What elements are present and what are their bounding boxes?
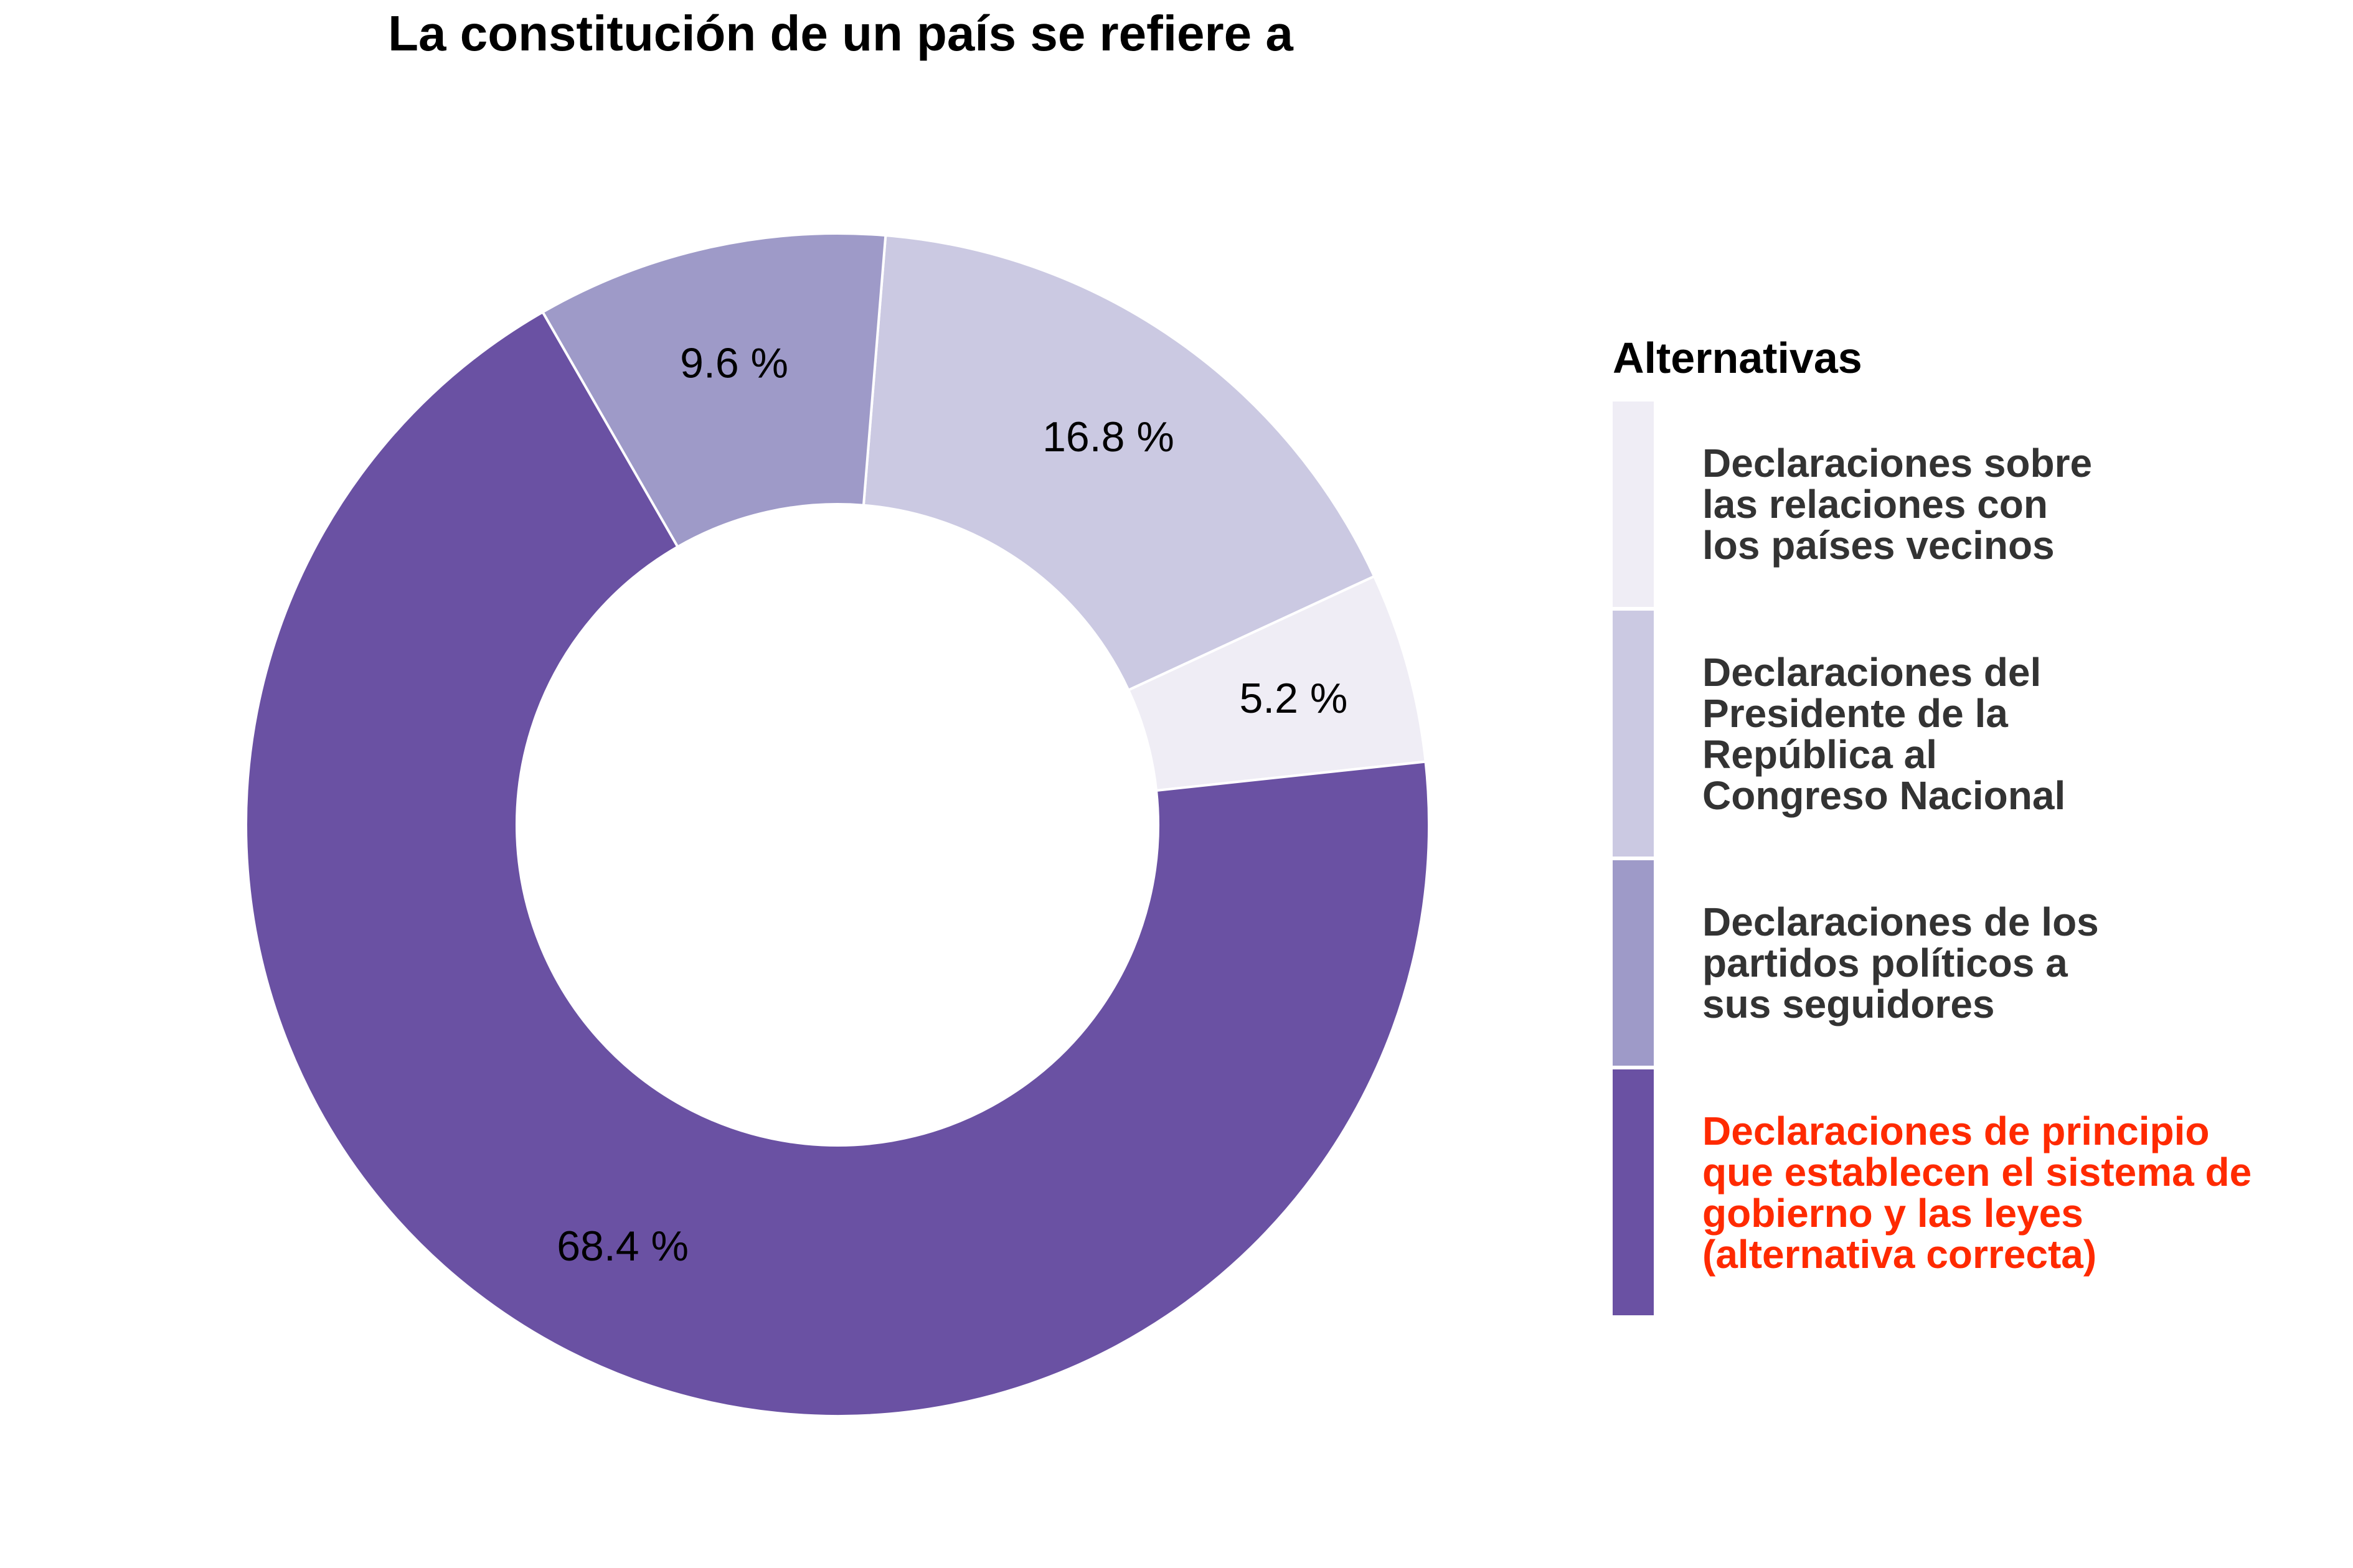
legend-item-4: Declaraciones de principio que establece… (1613, 1069, 2347, 1315)
legend-label-1: Declaraciones sobre las relaciones con l… (1702, 443, 2092, 566)
legend-item-2: Declaraciones del Presidente de la Repúb… (1613, 611, 2347, 857)
legend-swatch-4 (1613, 1069, 1654, 1315)
legend-label-2: Declaraciones del Presidente de la Repúb… (1702, 652, 2065, 816)
legend-title: Alternativas (1613, 333, 2347, 383)
legend-item-3: Declaraciones de los partidos políticos … (1613, 860, 2347, 1066)
legend-swatch-2 (1613, 611, 1654, 857)
slice-value-label-2: 16.8 % (1042, 413, 1174, 461)
legend-item-1: Declaraciones sobre las relaciones con l… (1613, 401, 2347, 607)
donut-chart: 5.2 % 16.8 % 9.6 % 68.4 % (0, 0, 1681, 1568)
slice-value-label-3: 9.6 % (680, 339, 788, 387)
slice-value-label-1: 5.2 % (1239, 675, 1347, 722)
legend-label-3: Declaraciones de los partidos políticos … (1702, 901, 2099, 1025)
legend: Alternativas Declaraciones sobre las rel… (1613, 333, 2347, 1319)
legend-swatch-3 (1613, 860, 1654, 1066)
legend-items: Declaraciones sobre las relaciones con l… (1613, 401, 2347, 1315)
legend-swatch-1 (1613, 401, 1654, 607)
slice-value-label-4: 68.4 % (557, 1223, 689, 1270)
legend-label-4: Declaraciones de principio que establece… (1702, 1110, 2252, 1275)
